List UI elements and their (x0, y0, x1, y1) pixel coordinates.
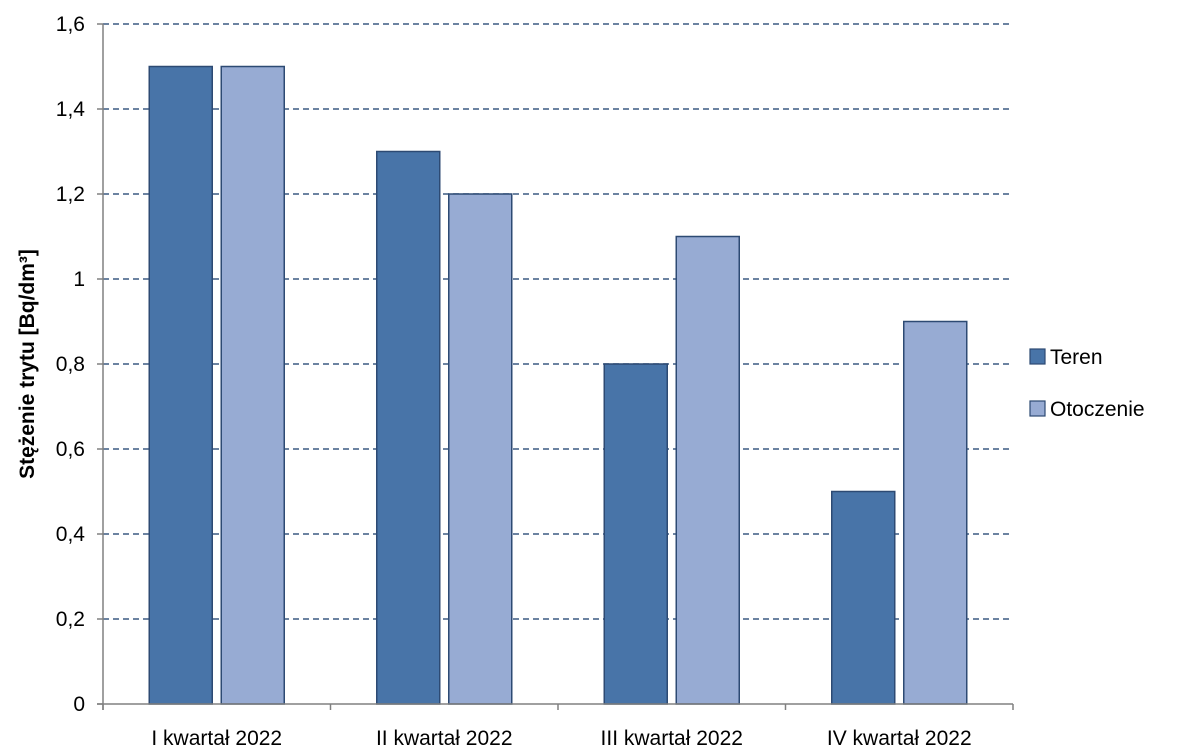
y-tick-label: 1,2 (56, 183, 85, 206)
x-tick-label: I kwartał 2022 (151, 727, 282, 750)
x-tick-label: II kwartał 2022 (376, 727, 513, 750)
y-tick-label: 1 (73, 268, 85, 291)
legend-swatch-otoczenie (1029, 400, 1046, 417)
bars (148, 65, 968, 705)
y-tick-label: 1,4 (56, 98, 86, 121)
y-tick-label: 0,6 (56, 438, 85, 461)
y-axis-title: Stężenie trytu [Bq/dm³] (16, 249, 39, 479)
bar-otoczenie-4 (903, 320, 968, 705)
axes (97, 23, 1014, 710)
bar-teren-1 (148, 65, 213, 705)
legend-label-otoczenie: Otoczenie (1050, 398, 1145, 421)
x-tick-label: IV kwartał 2022 (827, 727, 972, 750)
bar-teren-2 (376, 150, 441, 705)
y-tick-labels: 0 0,2 0,4 0,6 0,8 1 1,2 1,4 1,6 (56, 13, 86, 716)
y-tick-label: 1,6 (56, 13, 85, 36)
y-tick-label: 0,8 (56, 353, 85, 376)
x-tick-label: III kwartał 2022 (601, 727, 743, 750)
bar-teren-4 (831, 490, 896, 705)
bar-teren-3 (603, 363, 668, 705)
y-tick-label: 0,2 (56, 608, 85, 631)
legend-swatch-teren (1029, 348, 1046, 365)
bar-otoczenie-2 (448, 193, 513, 705)
y-tick-label: 0,4 (56, 523, 86, 546)
legend: Teren Otoczenie (1029, 346, 1145, 421)
bar-otoczenie-3 (675, 235, 740, 705)
y-tick-label: 0 (73, 693, 85, 716)
bar-otoczenie-1 (220, 65, 285, 705)
legend-label-teren: Teren (1050, 346, 1103, 369)
x-tick-labels: I kwartał 2022 II kwartał 2022 III kwartał… (151, 727, 971, 750)
